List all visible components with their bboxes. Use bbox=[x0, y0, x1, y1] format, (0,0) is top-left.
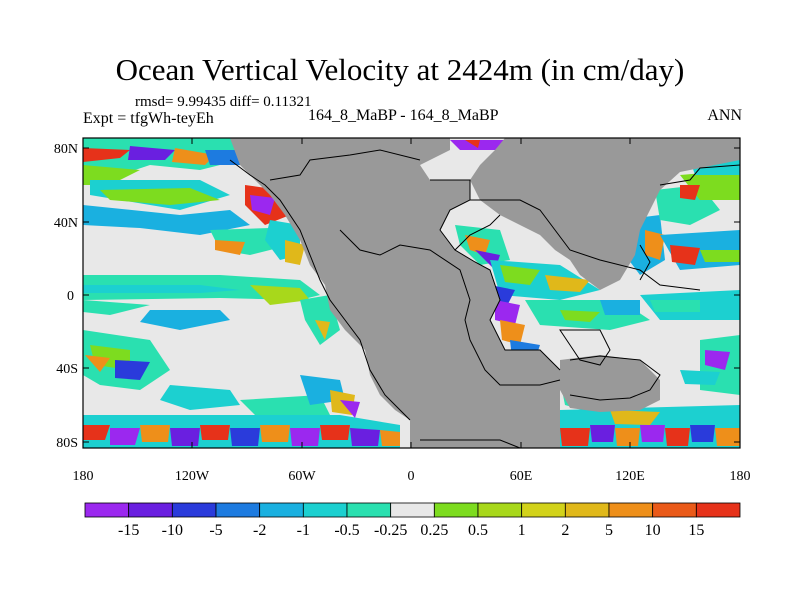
colorbar-swatch bbox=[390, 502, 435, 518]
season-label: ANN bbox=[707, 107, 742, 124]
lon-label-180e: 180 bbox=[730, 469, 751, 484]
ocean-velocity-field bbox=[83, 138, 740, 448]
rmsd-diff-stats: rmsd= 9.99435 diff= 0.11321 bbox=[135, 94, 312, 110]
lon-label-180w: 180 bbox=[73, 469, 94, 484]
lat-label-80n: 80N bbox=[54, 142, 78, 157]
colorbar-label: -1 bbox=[297, 522, 310, 539]
land-mass bbox=[230, 138, 560, 448]
colorbar-swatch bbox=[433, 502, 479, 518]
lon-label-60w: 60W bbox=[288, 469, 316, 484]
colorbar-swatch bbox=[521, 502, 566, 518]
colorbar-label: 15 bbox=[688, 522, 704, 539]
case-label: 164_8_MaBP - 164_8_MaBP bbox=[308, 107, 499, 124]
colorbar-label: 0.25 bbox=[420, 522, 448, 539]
colorbar-label: 0.5 bbox=[468, 522, 488, 539]
colorbar-label: -5 bbox=[209, 522, 222, 539]
colorbar-swatch bbox=[302, 502, 348, 518]
colorbar-swatch bbox=[477, 502, 523, 518]
colorbar-label: 2 bbox=[561, 522, 569, 539]
colorbar-label: 10 bbox=[645, 522, 661, 539]
colorbar-label: -15 bbox=[118, 522, 139, 539]
colorbar-label: -2 bbox=[253, 522, 266, 539]
map-ticks bbox=[82, 138, 741, 448]
colorbar: -15 -10 -5 -2 -1 -0.5 -0.25 0.25 0.5 1 2 5 10 15 bbox=[84, 502, 741, 539]
colorbar-swatch bbox=[652, 502, 697, 518]
colorbar-swatch bbox=[346, 502, 392, 518]
lat-label-80s: 80S bbox=[56, 436, 78, 451]
colorbar-label: -10 bbox=[162, 522, 183, 539]
lat-label-40n: 40N bbox=[54, 216, 78, 231]
colorbar-swatch bbox=[128, 502, 173, 518]
map-title: Ocean Vertical Velocity at 2424m (in cm/… bbox=[115, 52, 685, 87]
coastlines bbox=[229, 149, 741, 449]
experiment-label: Expt = tfgWh-teyEh bbox=[83, 110, 214, 127]
colorbar-swatch bbox=[564, 502, 610, 518]
colorbar-label: 1 bbox=[518, 522, 526, 539]
colorbar-swatch bbox=[171, 502, 217, 518]
land-mass-asia bbox=[470, 138, 740, 290]
colorbar-swatch bbox=[84, 502, 130, 518]
lon-label-60e: 60E bbox=[510, 469, 533, 484]
colorbar-swatch bbox=[215, 502, 261, 518]
lon-label-120e: 120E bbox=[615, 469, 645, 484]
lat-label-0: 0 bbox=[67, 289, 74, 304]
colorbar-swatch bbox=[608, 502, 654, 518]
colorbar-label: -0.5 bbox=[334, 522, 359, 539]
lon-label-0: 0 bbox=[408, 469, 415, 484]
colorbar-swatch bbox=[695, 502, 741, 518]
lat-label-40s: 40S bbox=[56, 362, 78, 377]
colorbar-label: -0.25 bbox=[374, 522, 407, 539]
colorbar-label: 5 bbox=[605, 522, 613, 539]
colorbar-swatch bbox=[259, 502, 304, 518]
lon-label-120w: 120W bbox=[175, 469, 210, 484]
